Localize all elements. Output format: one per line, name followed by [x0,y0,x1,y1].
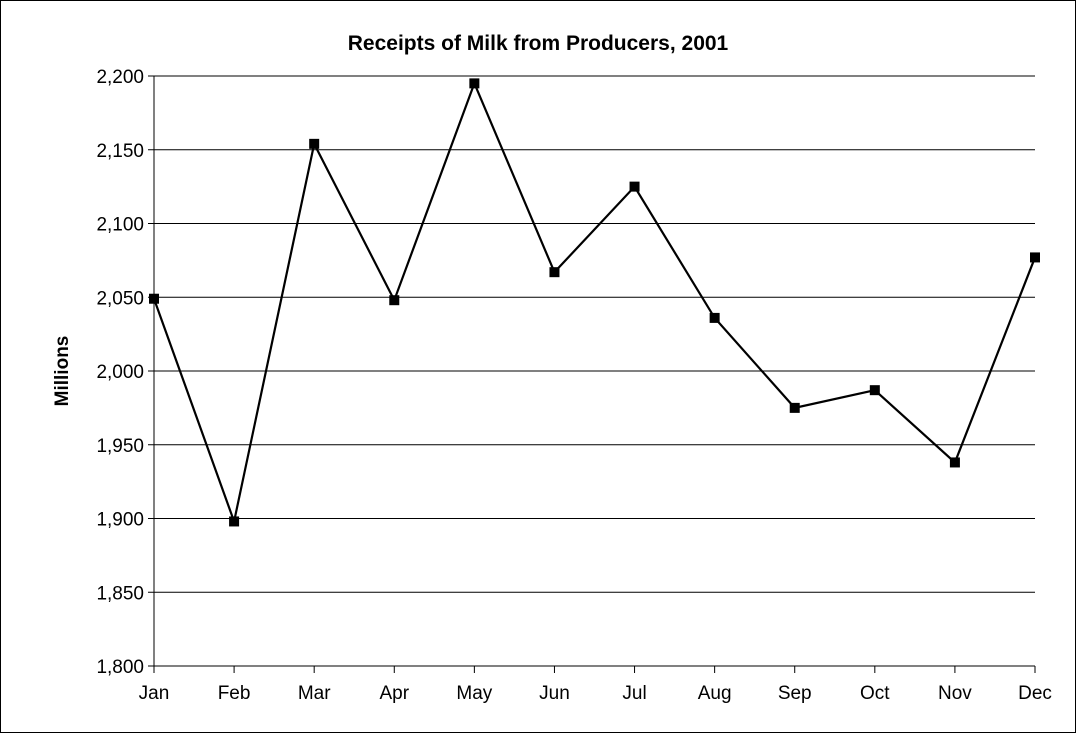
x-tick-label: Jun [539,683,570,704]
data-point-marker [469,78,480,89]
data-point-marker [1030,252,1040,263]
y-tick-label: 2,050 [96,288,144,309]
y-tick-label: 2,150 [96,141,144,162]
y-tick-label: 1,950 [96,436,144,457]
y-tick-label: 2,100 [96,215,144,236]
data-point-marker [629,181,640,192]
x-tick-label: Jan [139,683,170,704]
y-tick-label: 2,000 [96,362,144,383]
x-tick-label: Nov [938,683,972,704]
axes [148,75,1036,673]
x-tick-label: Apr [379,683,409,704]
data-point-marker [229,516,240,527]
data-point-marker [949,457,960,468]
x-tick-label: Mar [298,683,331,704]
y-tick-labels: 1,800 1,850 1,900 1,950 2,000 2,050 2,100 2,150… [96,67,144,678]
series-line [152,80,1037,526]
x-tick-label: Feb [218,683,251,704]
x-tick-label: Oct [860,683,890,704]
data-point-marker [149,293,159,304]
data-point-marker [309,138,320,149]
data-point-marker [389,295,400,306]
x-tick-labels: Jan Feb Mar Apr May Jun Jul Aug Sep Oct Nov Dec [139,683,1052,704]
chart-title: Receipts of Milk from Producers, 2001 [348,32,729,55]
data-point-marker [709,312,720,323]
x-tick-label: Dec [1018,683,1052,704]
x-tick-label: Jul [622,683,646,704]
data-point-marker [869,385,880,396]
y-tick-label: 1,900 [96,510,144,531]
gridlines [154,75,1035,593]
y-tick-label: 2,200 [96,67,144,88]
y-axis-label: Millions [52,336,73,407]
x-tick-label: May [456,683,492,704]
data-point-marker [789,402,800,413]
data-point-marker [549,267,560,278]
y-tick-label: 1,850 [96,583,144,604]
x-tick-label: Aug [698,683,732,704]
y-tick-label: 1,800 [96,657,144,678]
x-tick-label: Sep [778,683,812,704]
series-group [149,78,1040,527]
